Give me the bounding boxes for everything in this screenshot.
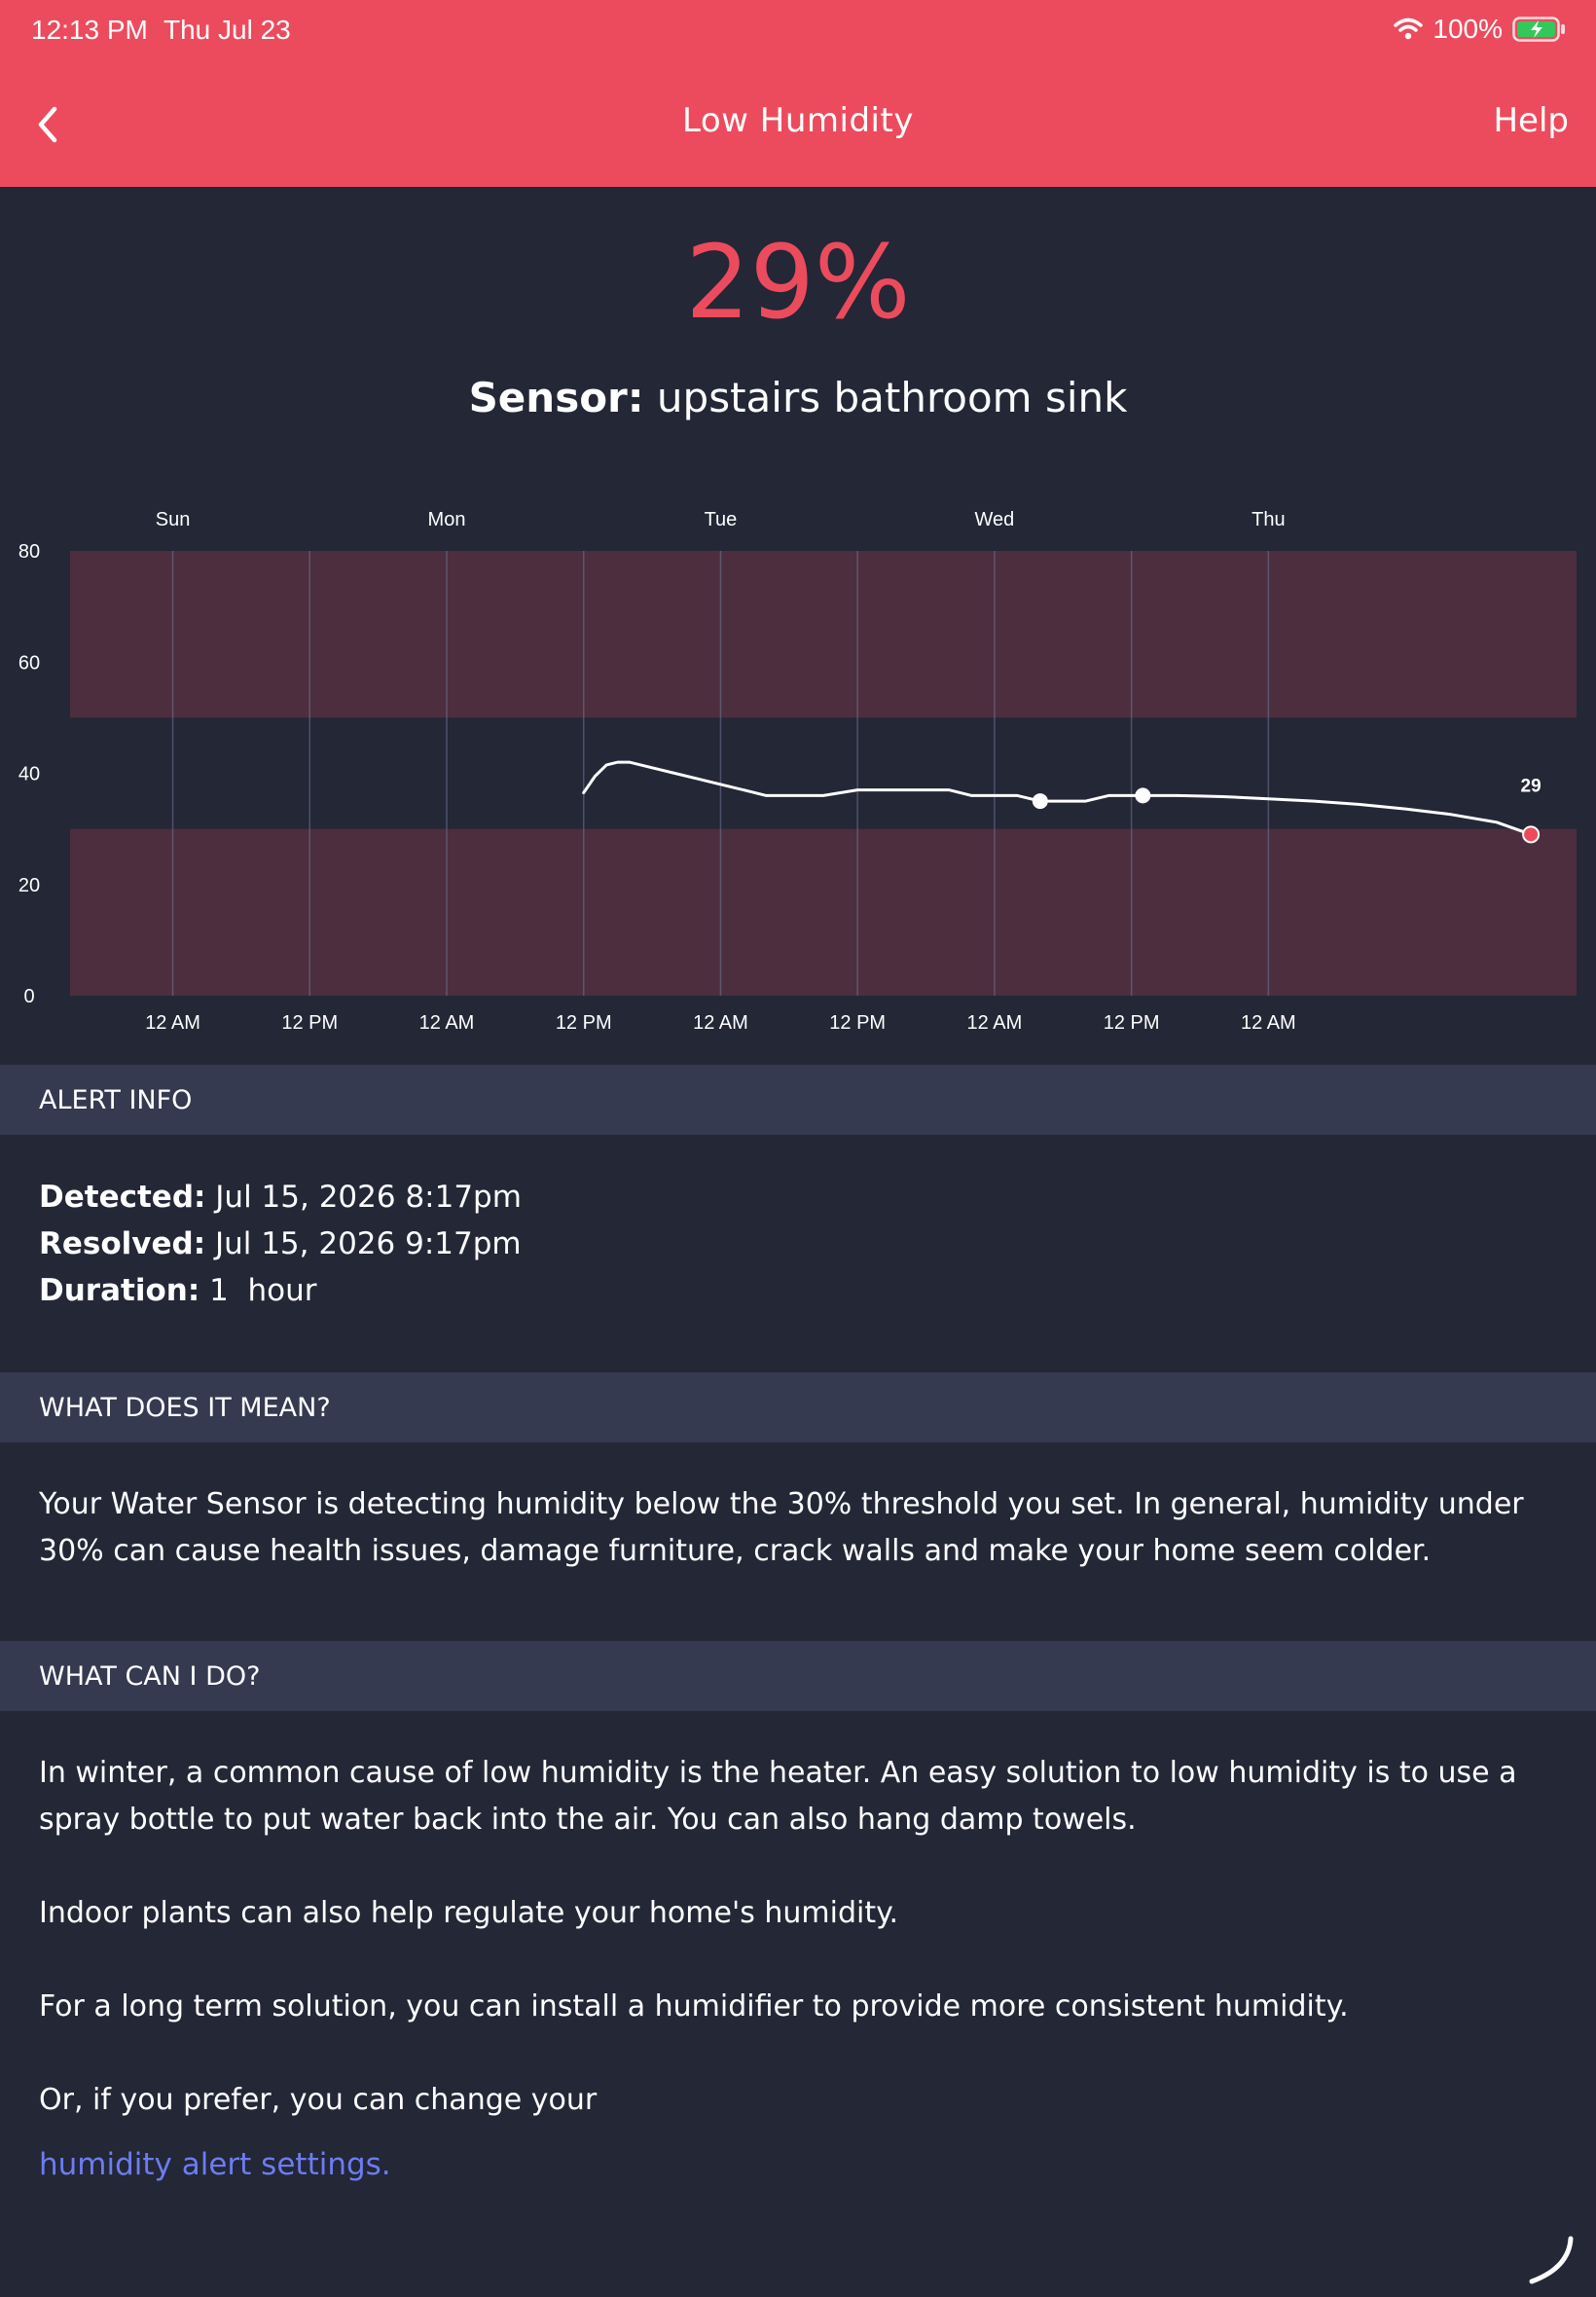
meaning-title: WHAT DOES IT MEAN? (39, 1393, 331, 1423)
day-label: Sun (156, 509, 191, 530)
day-label: Wed (975, 509, 1015, 530)
status-right: 100% (1394, 14, 1567, 45)
loading-spinner-icon (1529, 2236, 1574, 2284)
actions-paragraph-4: Or, if you prefer, you can change your (39, 2083, 598, 2117)
x-tick-label: 12 AM (1241, 1012, 1296, 1034)
y-tick-label: 80 (18, 541, 40, 563)
chevron-left-icon (38, 106, 57, 143)
sensor-name: upstairs bathroom sink (656, 374, 1128, 421)
meaning-text: Your Water Sensor is detecting humidity … (39, 1487, 1524, 1568)
page-title: Low Humidity (682, 101, 914, 140)
resolved-label: Resolved: (39, 1226, 206, 1261)
y-tick-label: 0 (23, 986, 34, 1007)
detected-row: Detected: Jul 15, 2026 8:17pm (39, 1174, 522, 1221)
x-tick-label: 12 AM (419, 1012, 475, 1034)
sensor-label: Sensor: (468, 374, 644, 421)
resolved-value: Jul 15, 2026 9:17pm (214, 1226, 522, 1261)
wifi-icon (1394, 18, 1424, 40)
last-value-label: 29 (1521, 776, 1542, 796)
status-date: Thu Jul 23 (163, 15, 291, 45)
sensor-line: Sensor: upstairs bathroom sink (0, 374, 1596, 421)
meaning-header: WHAT DOES IT MEAN? (0, 1372, 1596, 1442)
x-tick-label: 12 AM (693, 1012, 748, 1034)
x-tick-label: 12 PM (556, 1012, 612, 1034)
x-tick-label: 12 PM (1104, 1012, 1160, 1034)
back-button[interactable] (29, 97, 68, 152)
actions-paragraph-3: For a long term solution, you can instal… (39, 1989, 1349, 2024)
humidity-alert-settings-link[interactable]: humidity alert settings. (39, 2147, 391, 2182)
battery-percent: 100% (1433, 14, 1503, 44)
nav-bar: Low Humidity Help (0, 62, 1596, 187)
detected-value: Jul 15, 2026 8:17pm (215, 1180, 522, 1215)
detected-label: Detected: (39, 1180, 206, 1215)
last-point (1522, 825, 1541, 844)
duration-value: 1 hour (209, 1273, 317, 1308)
y-tick-label: 40 (18, 764, 40, 785)
x-tick-label: 12 AM (145, 1012, 200, 1034)
day-label: Mon (428, 509, 466, 530)
day-label: Thu (1251, 509, 1285, 530)
day-label: Tue (705, 509, 738, 530)
battery-charging-icon (1512, 17, 1565, 42)
help-button[interactable]: Help (1493, 101, 1569, 140)
actions-title: WHAT CAN I DO? (39, 1661, 261, 1692)
humidity-value: 29% (685, 223, 911, 342)
y-tick-label: 20 (18, 875, 40, 896)
status-time: 12:13 PM (31, 15, 148, 45)
actions-paragraph-2: Indoor plants can also help regulate you… (39, 1896, 899, 1930)
actions-header: WHAT CAN I DO? (0, 1641, 1596, 1711)
y-tick-label: 60 (18, 652, 40, 674)
alert-info-title: ALERT INFO (39, 1085, 193, 1115)
resolved-row: Resolved: Jul 15, 2026 9:17pm (39, 1221, 522, 1267)
status-bar: 12:13 PM Thu Jul 23 100% (0, 0, 1596, 62)
alert-info-header: ALERT INFO (0, 1065, 1596, 1135)
x-tick-label: 12 AM (967, 1012, 1023, 1034)
actions-paragraph-1: In winter, a common cause of low humidit… (39, 1756, 1517, 1837)
alert-band-1 (70, 551, 1577, 718)
humidity-line-0 (582, 760, 1533, 836)
x-tick-label: 12 PM (281, 1012, 338, 1034)
alert-marker-1 (1135, 787, 1151, 804)
humidity-chart: 12 AM 12 PM 12 AM 12 PM 12 AM 12 PM 12 AM 12 PM… (18, 509, 1577, 1034)
duration-label: Duration: (39, 1273, 200, 1308)
alert-marker-0 (1032, 793, 1048, 810)
duration-row: Duration: 1 hour (39, 1267, 522, 1314)
alert-band-0 (70, 828, 1577, 996)
alert-info-details: Detected: Jul 15, 2026 8:17pm Resolved: … (39, 1174, 522, 1314)
x-tick-label: 12 PM (829, 1012, 886, 1034)
